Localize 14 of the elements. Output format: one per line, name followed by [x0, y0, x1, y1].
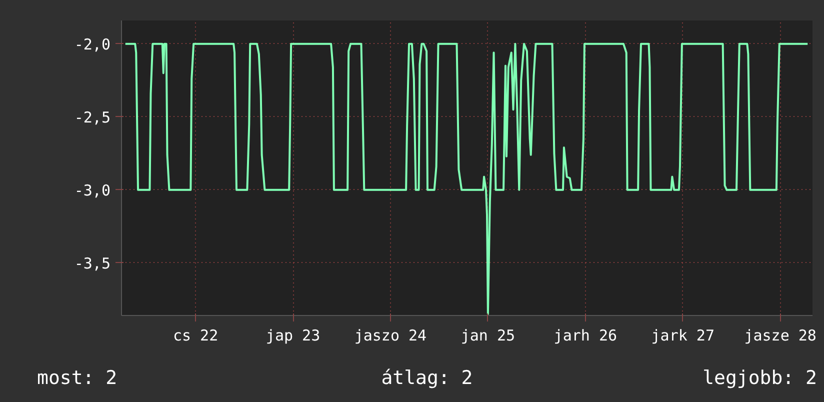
- y-tick-label: -2,5: [74, 108, 110, 126]
- y-tick-label: -2,0: [74, 35, 110, 54]
- x-tick-label: jan 25: [460, 326, 516, 344]
- x-tick-label: jarh 26: [554, 326, 618, 344]
- text: most: 2: [37, 366, 118, 391]
- x-tick-label: jap 23: [266, 326, 320, 344]
- text: legjobb: 2: [702, 366, 817, 391]
- text: átlag: 2: [380, 366, 474, 391]
- x-tick-label: jasze 28: [744, 326, 816, 344]
- x-tick-label: jaszo 24: [354, 326, 427, 344]
- x-tick-label: cs 22: [172, 326, 218, 344]
- y-tick-label: -3,0: [74, 181, 110, 200]
- y-tick-label: -3,5: [74, 254, 110, 272]
- x-tick-label: jark 27: [651, 326, 714, 344]
